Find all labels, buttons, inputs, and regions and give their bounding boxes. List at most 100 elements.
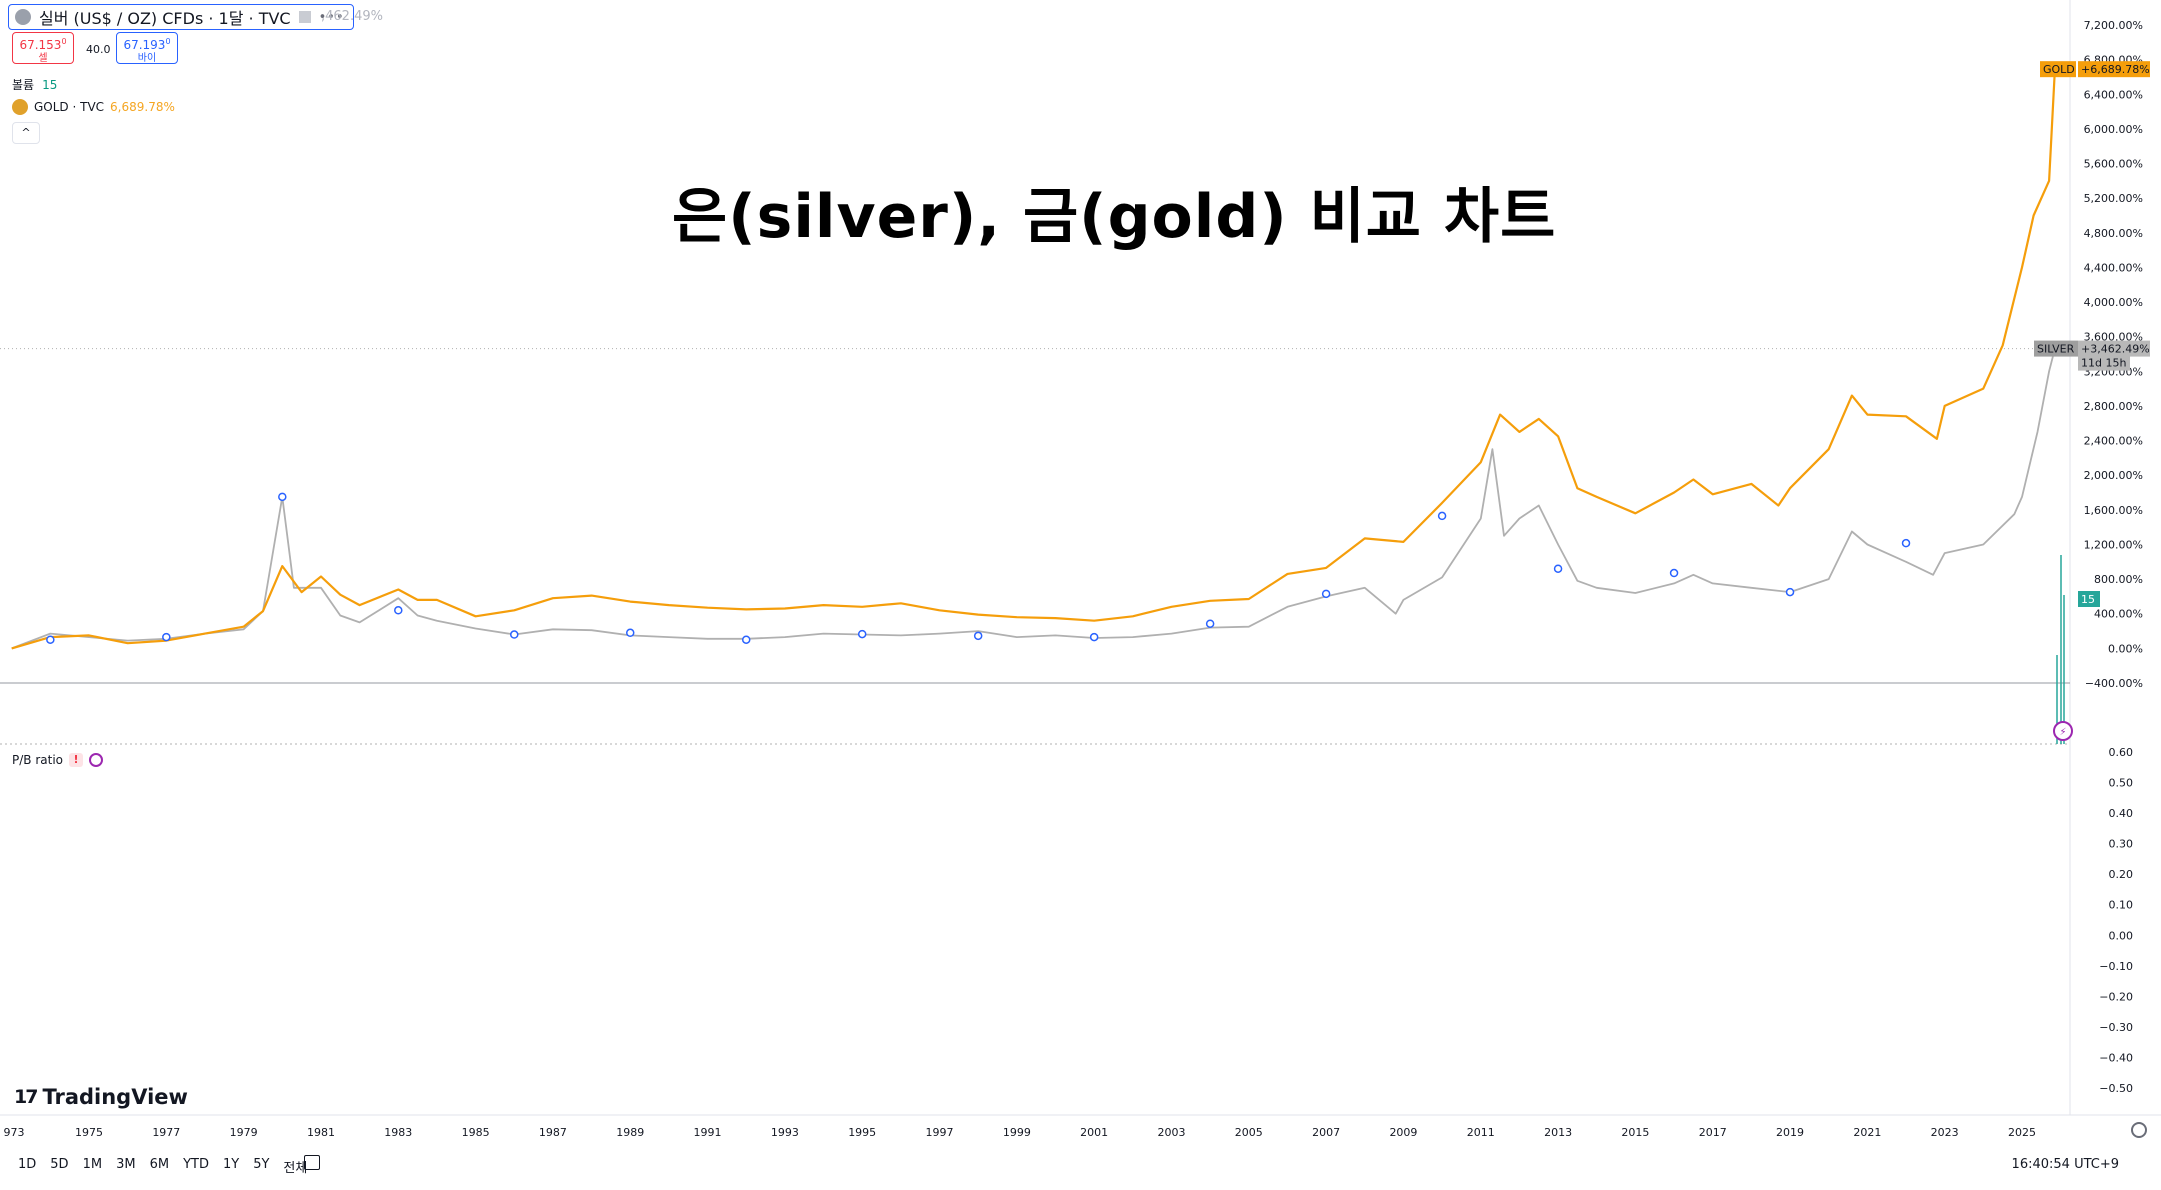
x-tick-label: 1981 <box>307 1126 335 1139</box>
indicator-tick-label: −0.20 <box>2099 990 2133 1003</box>
symbol-selector[interactable]: 실버 (US$ / OZ) CFDs · 1달 · TVC ••• <box>8 4 354 30</box>
compare-pct: 6,689.78% <box>110 100 175 114</box>
compare-legend[interactable]: GOLD · TVC 6,689.78% <box>12 99 175 115</box>
calendar-icon[interactable] <box>304 1155 320 1170</box>
collapse-legend-button[interactable]: ^ <box>12 122 40 144</box>
y-tick-label: 3,600.00% <box>2084 331 2143 344</box>
indicator-tick-label: −0.40 <box>2099 1051 2133 1064</box>
x-tick-label: 2005 <box>1235 1126 1263 1139</box>
more-icon[interactable]: ••• <box>318 9 345 25</box>
timeframe-0[interactable]: 1D <box>18 1157 37 1172</box>
buy-price-sup: 0 <box>165 37 171 46</box>
compare-symbol: GOLD · TVC <box>34 100 105 114</box>
gold-value-tag: +6,689.78% <box>2081 63 2150 76</box>
y-tick-label: 1,200.00% <box>2084 538 2143 551</box>
sell-button[interactable]: 67.1530 셀 <box>12 32 74 64</box>
buy-button[interactable]: 67.1930 바이 <box>116 32 178 64</box>
timeframe-3[interactable]: 3M <box>116 1157 136 1172</box>
dividend-marker[interactable] <box>1553 564 1563 573</box>
gold-value-tag-bg <box>2078 61 2150 78</box>
dividend-marker[interactable] <box>741 635 751 644</box>
x-tick-label: 2025 <box>2008 1126 2036 1139</box>
dividend-marker[interactable] <box>46 635 55 644</box>
x-tick-label: 2011 <box>1467 1126 1495 1139</box>
countdown-tag-bg <box>2078 354 2130 371</box>
brand-name: TradingView <box>42 1085 188 1109</box>
volume-label: 볼륨 <box>12 78 35 92</box>
timeframe-8[interactable]: 전체 <box>283 1161 308 1176</box>
silver-name-tag: SILVER <box>2037 343 2075 356</box>
indicator-tick-label: 0.30 <box>2109 838 2134 851</box>
dividend-marker[interactable] <box>857 629 867 639</box>
x-tick-label: 1987 <box>539 1126 567 1139</box>
gold-name-tag-bg <box>2040 61 2076 78</box>
dividend-marker[interactable] <box>1321 589 1331 599</box>
y-tick-label: 800.00% <box>2094 573 2143 586</box>
dividend-marker[interactable] <box>625 628 635 638</box>
silver-name-tag-bg <box>2034 340 2078 357</box>
dividend-marker[interactable] <box>1437 511 1447 521</box>
event-bolt-icon: ⚡ <box>2059 727 2066 738</box>
timeframe-1[interactable]: 5D <box>50 1157 69 1172</box>
y-tick-label: 2,000.00% <box>2084 469 2143 482</box>
dividend-marker[interactable] <box>1901 538 1911 548</box>
timeframe-4[interactable]: 6M <box>149 1157 170 1172</box>
x-tick-label: 1979 <box>230 1126 258 1139</box>
faded-pct: ,462.49% <box>321 9 383 24</box>
sync-icon[interactable] <box>89 753 103 767</box>
dividend-marker[interactable] <box>278 492 287 502</box>
x-tick-label: 1999 <box>1003 1126 1031 1139</box>
y-tick-label: 7,200.00% <box>2084 19 2143 32</box>
warning-icon[interactable]: ! <box>69 753 83 767</box>
tradingview-mark-icon: 17 <box>14 1086 38 1108</box>
settings-icon[interactable] <box>2131 1122 2147 1138</box>
event-icon[interactable] <box>2053 721 2073 741</box>
indicator-legend[interactable]: P/B ratio ! <box>12 753 103 767</box>
timeframe-2[interactable]: 1M <box>82 1157 103 1172</box>
silver-value-tag: +3,462.49% <box>2081 343 2150 356</box>
dividend-marker[interactable] <box>394 606 403 615</box>
sell-price: 67.153 <box>19 38 62 52</box>
dividend-marker[interactable] <box>1669 568 1679 578</box>
timeframe-5[interactable]: YTD <box>183 1157 209 1172</box>
x-tick-label: 1983 <box>384 1126 412 1139</box>
x-tick-label: 2013 <box>1544 1126 1572 1139</box>
dividend-marker[interactable] <box>162 632 171 642</box>
dividend-marker[interactable] <box>1089 632 1099 642</box>
y-tick-label: 2,400.00% <box>2084 435 2143 448</box>
spread-value: 40.0 <box>86 43 111 56</box>
y-tick-label: 400.00% <box>2094 608 2143 621</box>
y-tick-label: 6,000.00% <box>2084 123 2143 136</box>
x-tick-label: 1997 <box>926 1126 954 1139</box>
y-tick-label: 4,000.00% <box>2084 296 2143 309</box>
timeframe-7[interactable]: 5Y <box>253 1157 270 1172</box>
countdown-tag: 11d 15h <box>2081 357 2126 370</box>
x-tick-label: 973 <box>4 1126 25 1139</box>
buy-label: 바이 <box>137 53 157 64</box>
dividend-marker[interactable] <box>973 631 983 641</box>
tradingview-logo[interactable]: 17 TradingView <box>14 1085 188 1109</box>
x-tick-label: 2021 <box>1853 1126 1881 1139</box>
dividend-marker[interactable] <box>1205 619 1215 628</box>
volume-tag: 15 <box>2081 593 2095 606</box>
y-tick-label: 1,600.00% <box>2084 504 2143 517</box>
y-tick-label: 5,200.00% <box>2084 192 2143 205</box>
flag-icon[interactable] <box>298 11 311 23</box>
y-tick-label: −400.00% <box>2085 677 2143 690</box>
silver-value-tag-bg <box>2078 340 2150 357</box>
symbol-title: 실버 (US$ / OZ) CFDs · 1달 · TVC <box>39 9 291 28</box>
clock: 16:40:54 UTC+9 <box>2011 1157 2119 1172</box>
sell-price-sup: 0 <box>61 37 67 46</box>
volume-value: 15 <box>42 78 58 92</box>
gold-icon <box>12 99 28 115</box>
timeframe-bar: 1D 5D 1M 3M 6M YTD 1Y 5Y 전체 <box>18 1157 307 1176</box>
y-tick-label: 6,400.00% <box>2084 88 2143 101</box>
timeframe-6[interactable]: 1Y <box>222 1157 240 1172</box>
volume-legend[interactable]: 볼륨 15 <box>12 76 57 93</box>
dividend-marker[interactable] <box>510 630 519 639</box>
dividend-marker[interactable] <box>1785 587 1795 597</box>
buy-price: 67.193 <box>123 38 166 52</box>
x-tick-label: 2003 <box>1157 1126 1185 1139</box>
indicator-tick-label: 0.20 <box>2109 868 2134 881</box>
